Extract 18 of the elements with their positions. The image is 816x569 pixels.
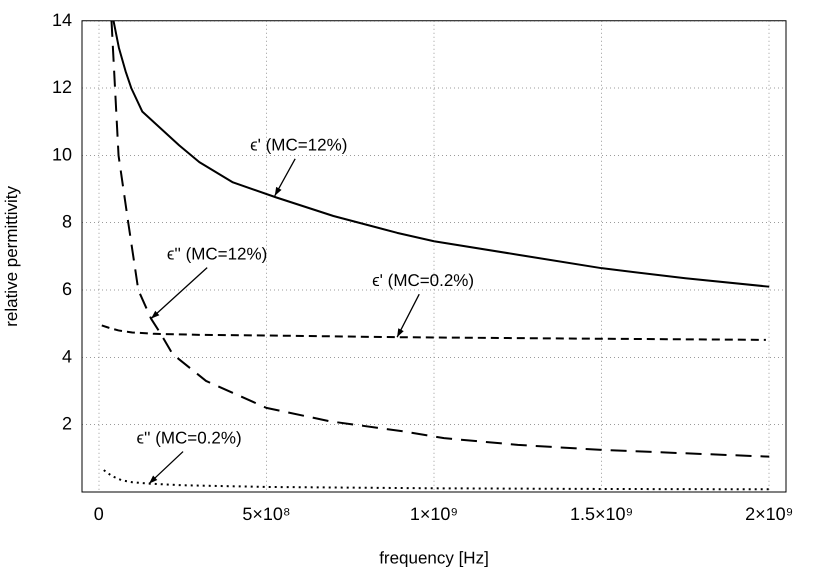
y-tick-label: 8	[62, 212, 72, 232]
x-tick-label: 1.5×10⁹	[570, 504, 634, 524]
x-tick-label: 2×10⁹	[745, 504, 794, 524]
y-tick-label: 14	[52, 10, 72, 30]
y-tick-label: 6	[62, 279, 72, 300]
x-tick-label: 5×10⁸	[242, 504, 290, 524]
annotation: ϵ'' (MC=0.2%)	[136, 428, 242, 448]
x-tick-label: 1×10⁹	[410, 504, 458, 524]
annotation: ϵ'' (MC=12%)	[166, 244, 268, 264]
y-tick-label: 2	[62, 414, 72, 434]
y-tick-label: 12	[52, 77, 72, 98]
y-axis-title: relative permittivity	[2, 186, 21, 327]
x-axis-title: frequency [Hz]	[379, 548, 489, 568]
y-tick-label: 4	[62, 346, 72, 366]
annotation: ϵ' (MC=0.2%)	[372, 270, 474, 290]
x-tick-label: 0	[94, 504, 104, 524]
annotation: ϵ' (MC=12%)	[250, 136, 348, 155]
y-tick-label: 10	[52, 144, 72, 164]
